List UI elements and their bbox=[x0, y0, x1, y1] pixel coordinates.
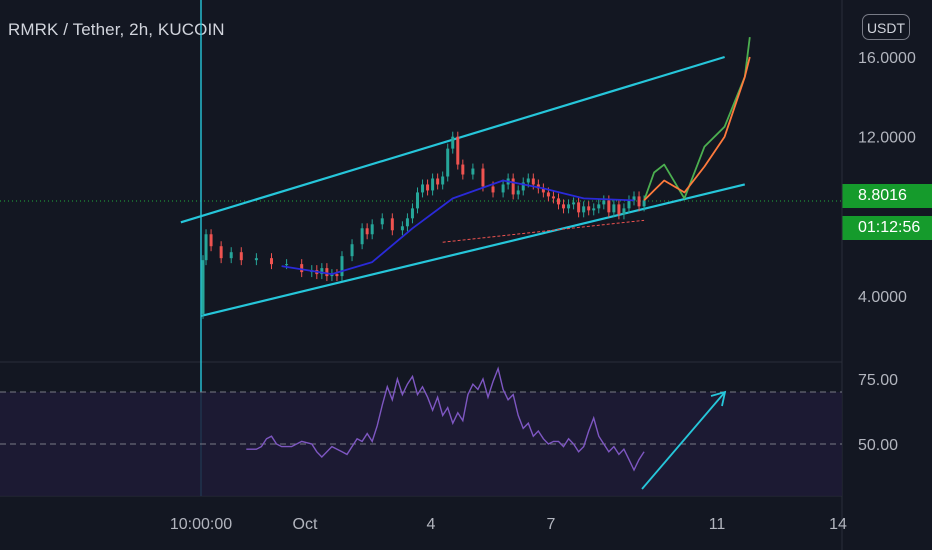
candle-body bbox=[536, 184, 540, 189]
candle-body bbox=[300, 264, 304, 273]
candle-body bbox=[481, 168, 485, 187]
projection-orange-path bbox=[643, 56, 751, 202]
candle-body bbox=[491, 186, 495, 193]
currency-button[interactable]: USDT bbox=[862, 14, 910, 40]
candle-body bbox=[461, 164, 465, 175]
candle-body bbox=[531, 178, 535, 185]
candle-body bbox=[405, 218, 409, 227]
candle-body bbox=[627, 200, 631, 209]
candle-body bbox=[370, 224, 374, 235]
candle-body bbox=[592, 208, 596, 211]
time-tick-label: 4 bbox=[427, 516, 436, 533]
candle-body bbox=[239, 252, 243, 261]
candle-body bbox=[602, 200, 606, 205]
support-trendline bbox=[442, 219, 645, 243]
chart-title: RMRK / Tether, 2h, KUCOIN bbox=[8, 20, 225, 39]
time-tick-label: Oct bbox=[293, 516, 318, 533]
candle-body bbox=[416, 192, 420, 209]
rsi-tick-label: 75.00 bbox=[858, 372, 898, 389]
candle-body bbox=[350, 244, 354, 257]
candle-body bbox=[637, 196, 641, 207]
candle-body bbox=[410, 208, 414, 219]
time-tick-label: 11 bbox=[709, 516, 726, 533]
channel-lower-line bbox=[200, 183, 746, 317]
candle-body bbox=[219, 246, 223, 259]
candle-body bbox=[436, 178, 440, 185]
candle-body bbox=[521, 182, 525, 191]
candle-body bbox=[330, 274, 334, 277]
candle-body bbox=[632, 196, 636, 201]
rsi-arrow-shaft bbox=[641, 391, 726, 490]
price-tick-label: 16.0000 bbox=[858, 50, 916, 67]
moving-average-line bbox=[281, 179, 635, 276]
candle-body bbox=[360, 228, 364, 245]
candle-body bbox=[572, 202, 576, 205]
candle-body bbox=[204, 234, 208, 261]
candle-body bbox=[421, 184, 425, 193]
time-tick-label: 7 bbox=[547, 516, 556, 533]
candle-body bbox=[556, 198, 560, 205]
rsi-line bbox=[246, 366, 645, 472]
candle-body bbox=[451, 136, 455, 149]
last-price-badge: 8.8016 bbox=[842, 184, 932, 208]
candle-body bbox=[320, 268, 324, 275]
candle-body bbox=[285, 264, 289, 266]
candle-body bbox=[390, 218, 394, 231]
candle-body bbox=[582, 206, 586, 213]
candle-body bbox=[201, 260, 205, 314]
candle-body bbox=[622, 208, 626, 215]
candle-body bbox=[325, 268, 329, 277]
candle-body bbox=[551, 196, 555, 199]
candle-body bbox=[269, 258, 273, 265]
candle-body bbox=[526, 178, 530, 183]
rsi-tick-label: 50.00 bbox=[858, 437, 898, 454]
candle-body bbox=[254, 258, 258, 261]
price-tick-label: 4.0000 bbox=[858, 289, 907, 306]
candle-body bbox=[577, 202, 581, 213]
candle-body bbox=[471, 168, 475, 175]
candle-body bbox=[511, 178, 515, 195]
candle-body bbox=[340, 256, 344, 277]
candle-body bbox=[446, 148, 450, 177]
candle-body bbox=[400, 226, 404, 231]
candle-body bbox=[229, 252, 233, 259]
candle-body bbox=[607, 200, 611, 213]
time-tick-label: 14 bbox=[829, 516, 847, 533]
candle-body bbox=[562, 204, 566, 209]
countdown-badge: 01:12:56 bbox=[842, 216, 932, 240]
candle-body bbox=[617, 204, 621, 215]
price-tick-label: 12.0000 bbox=[858, 130, 916, 147]
time-tick-label: 10:00:00 bbox=[170, 516, 232, 533]
candle-body bbox=[426, 184, 430, 191]
candle-body bbox=[612, 204, 616, 213]
candle-body bbox=[587, 206, 591, 211]
candle-body bbox=[597, 204, 601, 209]
candle-body bbox=[365, 228, 369, 235]
candle-body bbox=[335, 274, 339, 277]
candle-body bbox=[209, 234, 213, 247]
candle-body bbox=[541, 188, 545, 193]
candle-body bbox=[501, 184, 505, 193]
rsi-arrow-head bbox=[710, 390, 727, 407]
candle-body bbox=[567, 204, 571, 209]
candle-body bbox=[431, 178, 435, 191]
candle-body bbox=[642, 200, 646, 207]
candle-body bbox=[456, 136, 460, 165]
candle-body bbox=[380, 218, 384, 225]
candle-body bbox=[516, 190, 520, 195]
candle-body bbox=[546, 192, 550, 197]
candle-body bbox=[441, 176, 445, 185]
